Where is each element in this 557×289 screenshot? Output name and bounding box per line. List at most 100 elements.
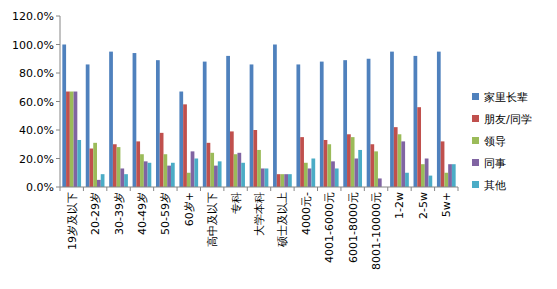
x-tick — [458, 187, 459, 191]
legend-label: 其他 — [484, 179, 506, 192]
y-tick — [56, 44, 60, 45]
bar — [86, 64, 90, 187]
y-tick-label: 40.0% — [19, 124, 54, 137]
x-tick — [223, 187, 224, 191]
bar — [163, 154, 167, 187]
x-tick — [153, 187, 154, 191]
y-tick — [56, 101, 60, 102]
bar — [66, 92, 70, 187]
bar — [421, 164, 425, 187]
x-tick-label: 8001-10000元 — [370, 192, 383, 270]
x-tick — [200, 187, 201, 191]
x-tick-label: 4000元- — [300, 192, 313, 235]
bar — [273, 45, 277, 188]
bars — [62, 45, 455, 188]
bar — [124, 174, 128, 187]
bar — [133, 53, 137, 187]
bar — [444, 173, 448, 187]
bar — [179, 92, 183, 187]
x-tick-label: 60岁+ — [183, 192, 196, 226]
bar — [74, 92, 78, 187]
bar — [398, 134, 402, 187]
bar — [171, 163, 175, 187]
bar — [327, 144, 331, 187]
x-tick — [60, 187, 61, 191]
bar — [218, 161, 222, 187]
bar — [191, 151, 195, 187]
bar — [261, 168, 265, 187]
bar — [101, 174, 105, 187]
legend-swatch — [472, 93, 479, 100]
bar — [89, 149, 93, 187]
bar — [97, 180, 101, 187]
x-tick — [83, 187, 84, 191]
y-tick — [56, 187, 60, 188]
x-tick — [270, 187, 271, 191]
bar — [167, 166, 171, 187]
bar — [140, 154, 144, 187]
bar — [331, 161, 335, 187]
bar — [308, 168, 312, 187]
bar — [160, 133, 164, 187]
y-tick-label: 20.0% — [19, 153, 54, 166]
bar — [437, 52, 441, 187]
bar — [136, 141, 140, 187]
bar — [374, 151, 378, 187]
bar — [296, 64, 300, 187]
bar — [277, 174, 281, 187]
bar — [156, 60, 160, 187]
bar — [62, 45, 66, 188]
x-tick-label: 高中及以下 — [206, 192, 219, 247]
x-tick — [130, 187, 131, 191]
bar — [117, 147, 121, 187]
x-tick-label: 2-5w — [417, 192, 430, 219]
legend-label: 朋友/同学 — [484, 113, 532, 126]
bar — [311, 159, 315, 188]
bar — [378, 178, 382, 187]
bar — [300, 137, 304, 187]
bar — [109, 52, 113, 187]
x-tick-label: 30-39岁 — [113, 192, 126, 235]
y-tick-label: 120.0% — [12, 10, 54, 23]
y-tick-label: 0.0% — [26, 181, 54, 194]
bar — [226, 56, 230, 187]
bar — [448, 164, 452, 187]
bar — [241, 163, 245, 187]
legend-label: 家里长辈 — [484, 91, 528, 104]
bar — [234, 154, 238, 187]
y-tick — [56, 16, 60, 17]
y-tick — [56, 130, 60, 131]
bar — [210, 153, 214, 187]
y-tick-label: 80.0% — [19, 67, 54, 80]
legend-swatch — [472, 159, 479, 166]
bar — [405, 173, 409, 187]
x-tick — [317, 187, 318, 191]
bar — [148, 163, 152, 187]
bar — [70, 92, 74, 187]
x-tick — [294, 187, 295, 191]
legend-swatch — [472, 137, 479, 144]
bar — [394, 127, 398, 187]
x-tick-label: 5w+ — [440, 192, 453, 217]
bar — [230, 131, 234, 187]
bar — [304, 163, 308, 187]
bar — [452, 164, 456, 187]
bar — [347, 134, 351, 187]
bar — [351, 137, 355, 187]
y-tick — [56, 73, 60, 74]
bar — [203, 62, 207, 187]
bar — [414, 56, 418, 187]
x-tick — [106, 187, 107, 191]
bar — [187, 173, 191, 187]
x-tick — [247, 187, 248, 191]
x-tick-label: 6001-8000元 — [347, 192, 360, 263]
x-tick-label: 1-2w — [393, 192, 406, 219]
bar — [194, 159, 198, 188]
legend-swatch — [472, 115, 479, 122]
bar — [257, 150, 261, 187]
chart: 0.0%20.0%40.0%60.0%80.0%100.0%120.0%19岁及… — [0, 0, 557, 289]
x-tick-label: 大学本科 — [253, 192, 266, 236]
bar — [183, 104, 187, 187]
bar — [417, 107, 421, 187]
x-axis — [60, 187, 458, 188]
